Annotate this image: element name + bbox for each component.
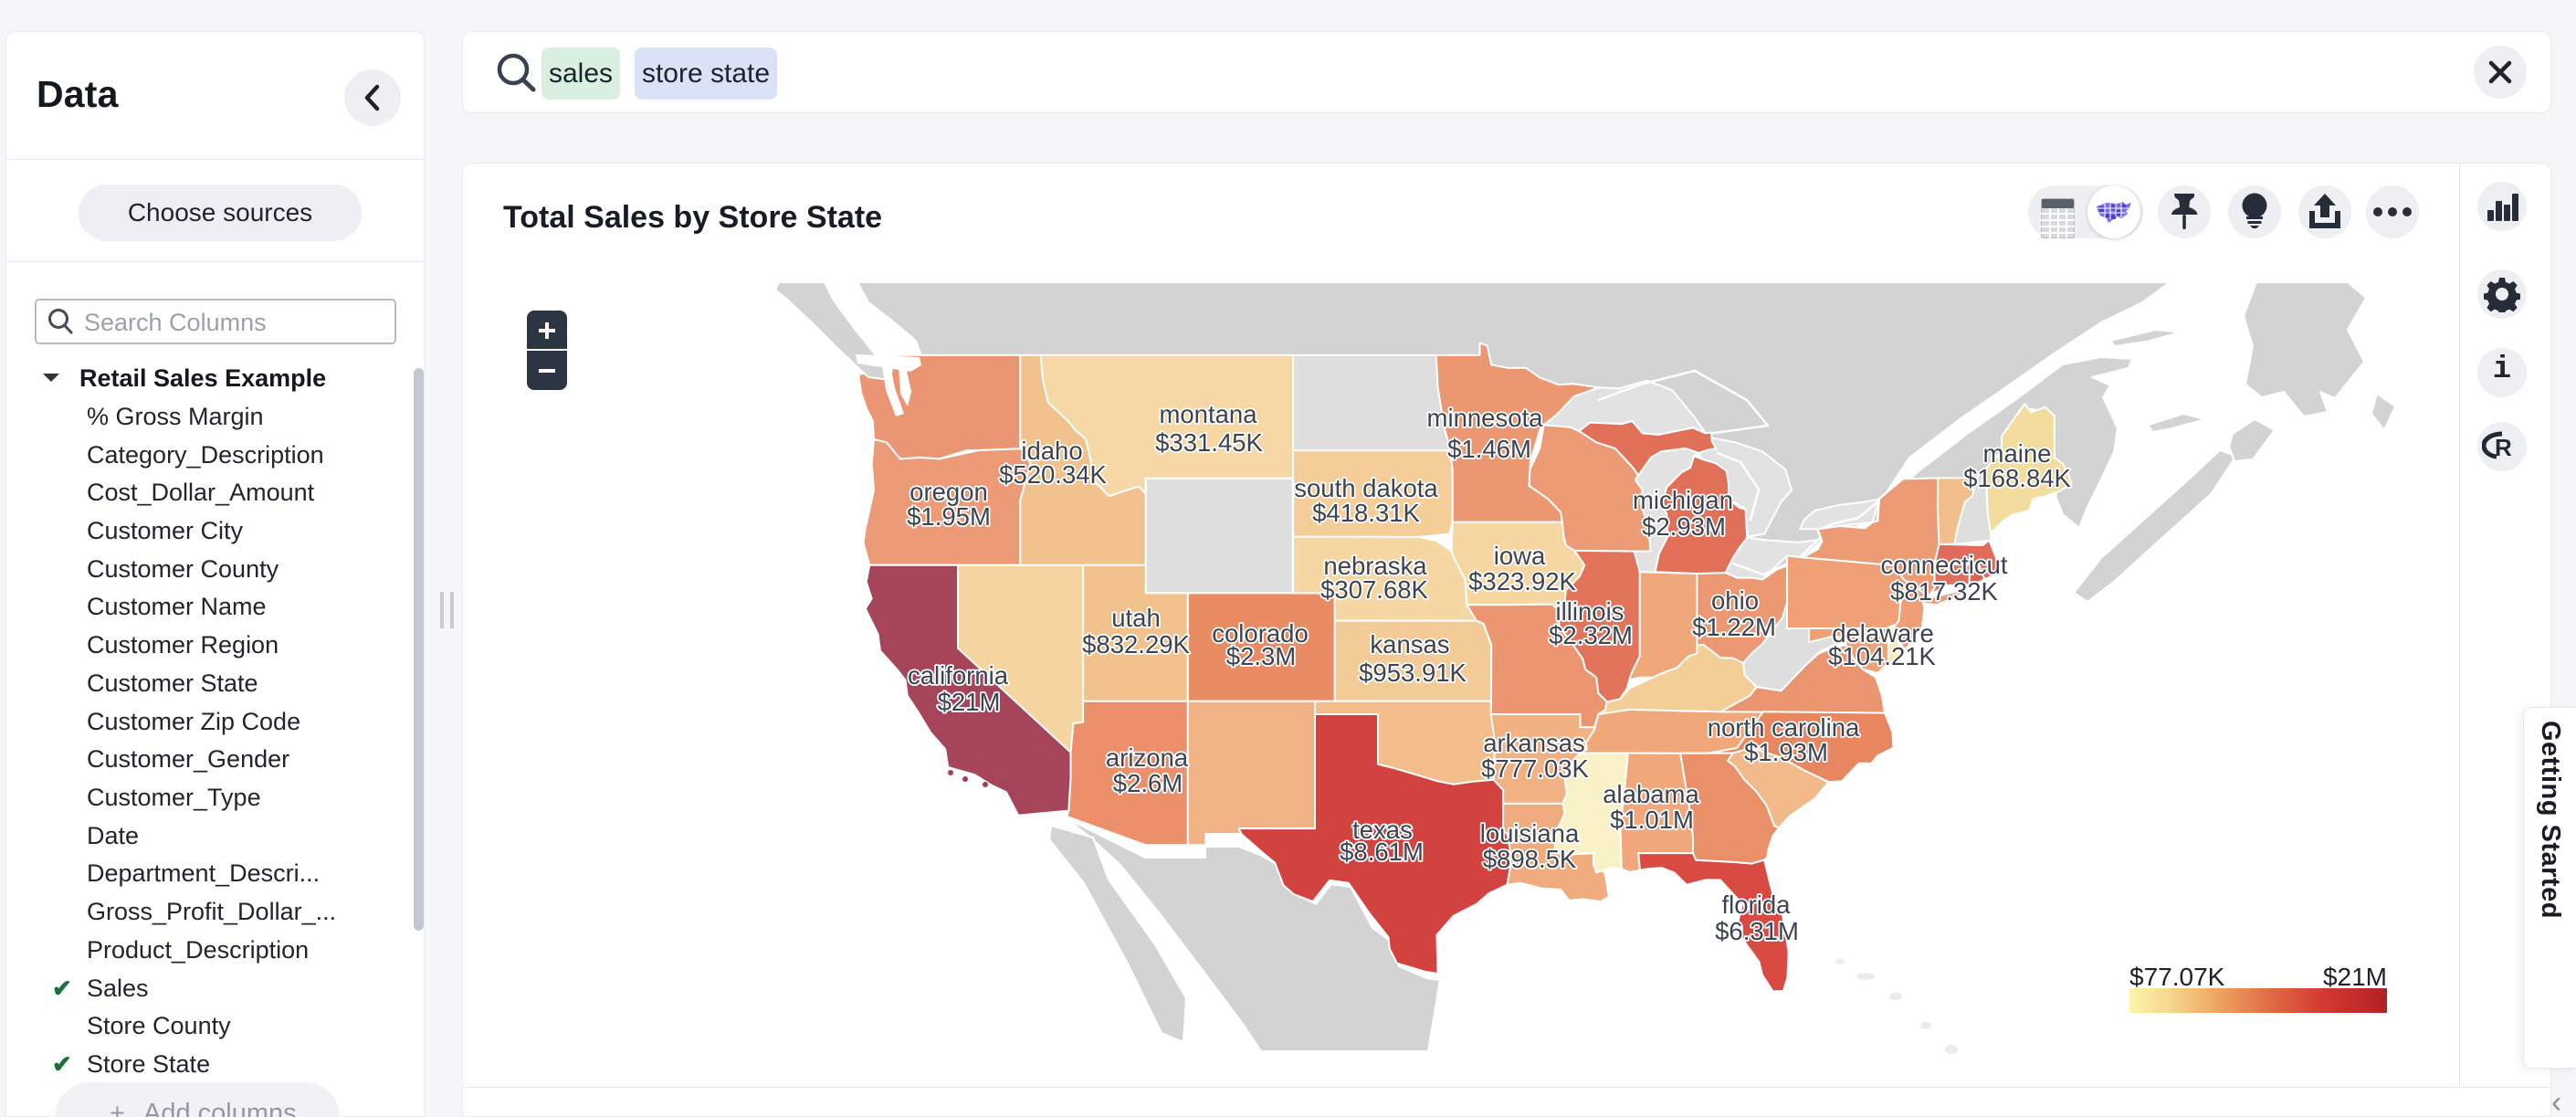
svg-text:delaware: delaware <box>1832 619 1934 648</box>
svg-text:michigan: michigan <box>1633 486 1733 514</box>
svg-text:arizona: arizona <box>1106 743 1189 772</box>
svg-text:$104.21K: $104.21K <box>1828 642 1936 670</box>
svg-text:$1.95M: $1.95M <box>907 502 991 531</box>
svg-text:$817.32K: $817.32K <box>1890 577 1998 606</box>
svg-text:minnesota: minnesota <box>1427 404 1544 432</box>
svg-text:$307.68K: $307.68K <box>1320 575 1428 604</box>
svg-text:north carolina: north carolina <box>1708 713 1860 742</box>
svg-text:$21M: $21M <box>938 688 1001 716</box>
svg-text:connecticut: connecticut <box>1880 551 2007 579</box>
svg-text:$1.93M: $1.93M <box>1744 738 1828 766</box>
svg-text:utah: utah <box>1111 604 1161 632</box>
svg-text:$520.34K: $520.34K <box>999 460 1107 489</box>
svg-text:$2.93M: $2.93M <box>1642 512 1726 541</box>
svg-text:$8.61M: $8.61M <box>1340 838 1424 866</box>
svg-text:$2.32M: $2.32M <box>1549 621 1633 649</box>
svg-text:$832.29K: $832.29K <box>1082 630 1190 659</box>
svg-text:kansas: kansas <box>1370 630 1449 659</box>
svg-text:nebraska: nebraska <box>1323 552 1427 580</box>
svg-text:idaho: idaho <box>1021 437 1082 465</box>
svg-text:ohio: ohio <box>1711 586 1759 615</box>
svg-text:colorado: colorado <box>1212 619 1309 648</box>
svg-text:$898.5K: $898.5K <box>1483 845 1577 873</box>
svg-text:$1.01M: $1.01M <box>1610 806 1694 834</box>
svg-text:$1.22M: $1.22M <box>1692 613 1776 641</box>
svg-text:south dakota: south dakota <box>1294 474 1438 502</box>
svg-text:louisiana: louisiana <box>1480 819 1580 848</box>
svg-text:$777.03K: $777.03K <box>1481 754 1589 783</box>
svg-text:$168.84K: $168.84K <box>1963 464 2071 492</box>
svg-text:$323.92K: $323.92K <box>1468 567 1576 595</box>
svg-text:R: R <box>2495 434 2512 461</box>
svg-text:oregon: oregon <box>909 478 988 506</box>
svg-text:$6.31M: $6.31M <box>1715 917 1799 945</box>
svg-text:maine: maine <box>1983 439 2052 468</box>
svg-text:texas: texas <box>1352 816 1413 844</box>
svg-text:arkansas: arkansas <box>1483 729 1585 757</box>
svg-text:alabama: alabama <box>1603 780 1699 808</box>
svg-text:illinois: illinois <box>1556 597 1624 626</box>
svg-text:$2.3M: $2.3M <box>1226 642 1296 670</box>
svg-text:$953.91K: $953.91K <box>1359 659 1467 687</box>
svg-text:florida: florida <box>1722 890 1792 919</box>
svg-text:$331.45K: $331.45K <box>1155 428 1263 457</box>
svg-text:montana: montana <box>1159 400 1257 428</box>
svg-text:iowa: iowa <box>1494 542 1546 570</box>
svg-text:california: california <box>908 661 1009 690</box>
svg-text:$418.31K: $418.31K <box>1312 499 1420 527</box>
svg-text:$1.46M: $1.46M <box>1447 435 1531 463</box>
svg-text:$2.6M: $2.6M <box>1113 769 1183 797</box>
